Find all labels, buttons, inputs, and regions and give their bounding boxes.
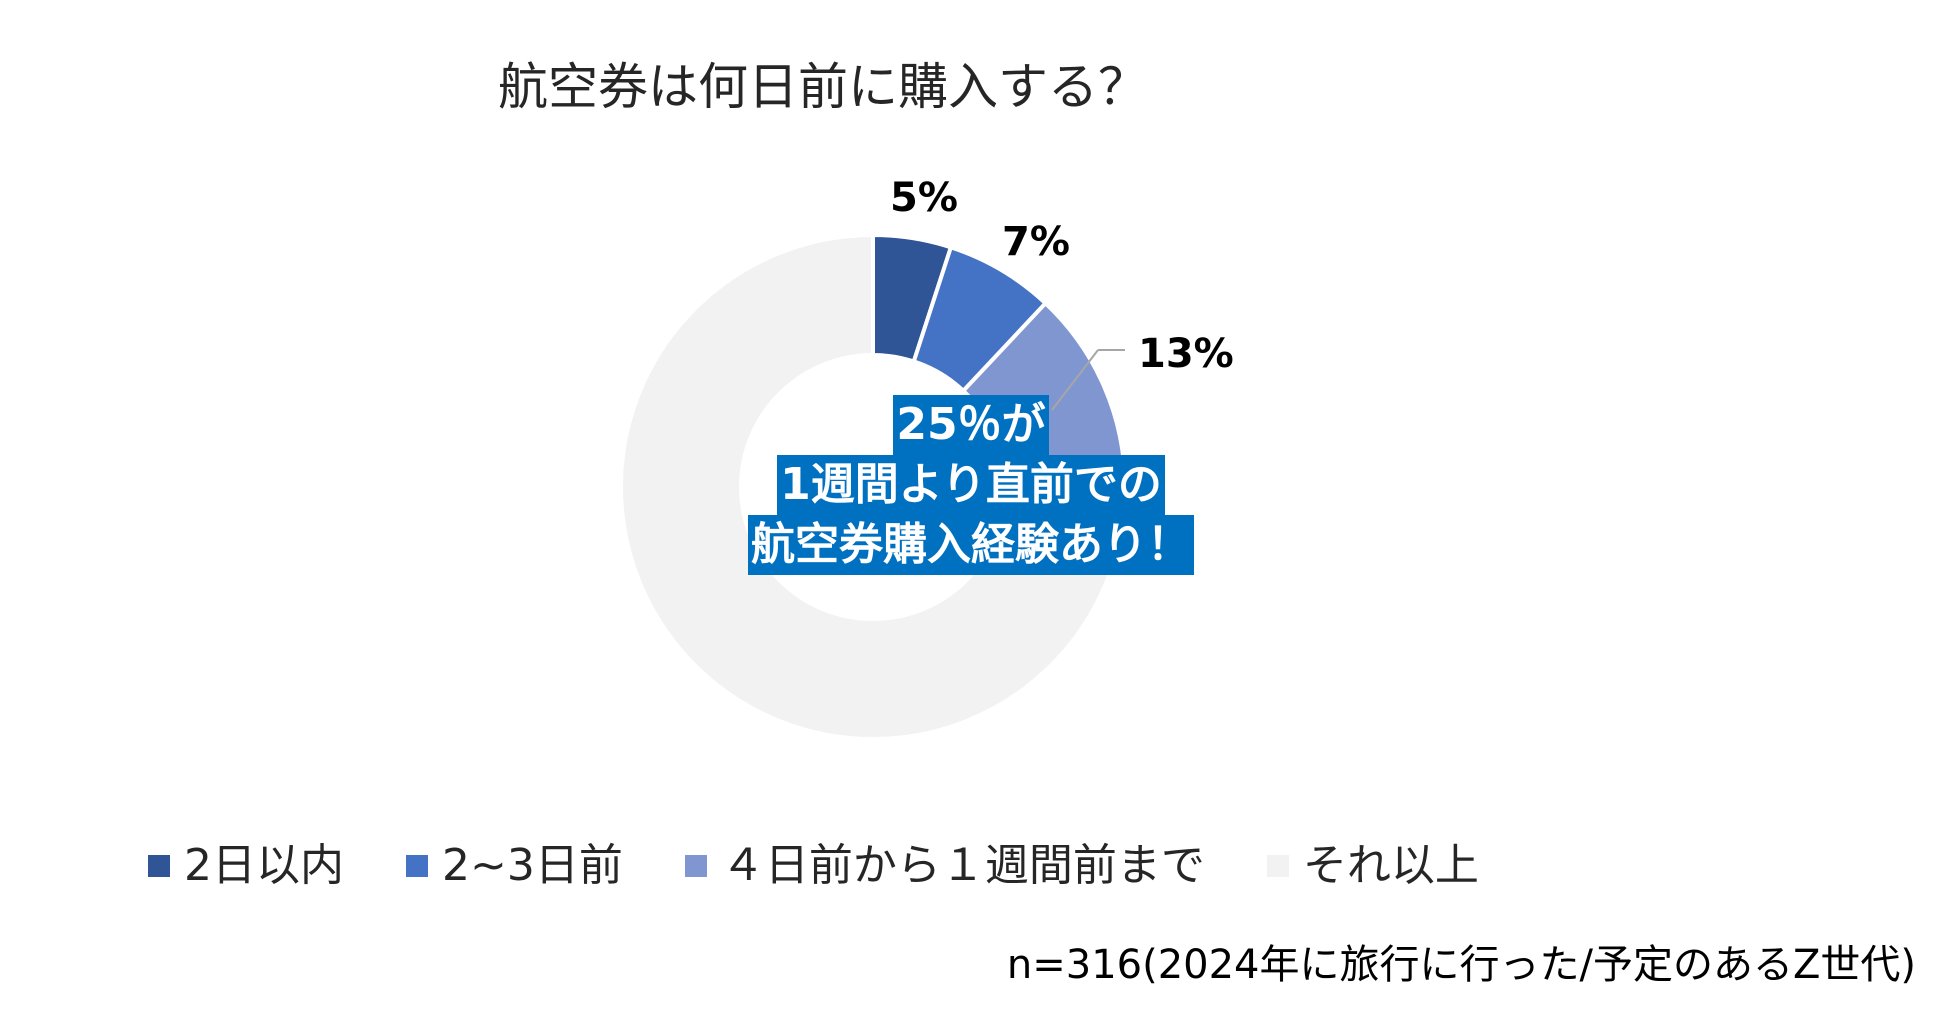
legend-label-2-3days: 2~3日前: [442, 840, 623, 891]
legend-item-2-3days: 2~3日前: [406, 838, 623, 894]
legend-item-2days: 2日以内: [148, 838, 344, 894]
data-label-2-3days: 7%: [1002, 219, 1070, 265]
slice-more: [619, 232, 1128, 741]
leader-line: [1051, 349, 1099, 411]
legend-item-4days-1week: ４日前から１週間前まで: [684, 838, 1205, 894]
callout-line-1: 25％が: [893, 395, 1049, 455]
legend-label-4days-1week: ４日前から１週間前まで: [720, 840, 1205, 891]
legend-swatch-2-3days: [406, 855, 428, 877]
legend-swatch-2days: [148, 855, 170, 877]
legend-swatch-4days-1week: [684, 855, 707, 877]
footnote: n=316(2024年に旅行に行った/予定のあるZ世代): [1006, 942, 1916, 988]
legend-item-more: それ以上: [1266, 838, 1479, 894]
chart-title: 航空券は何日前に購入する？: [498, 58, 1148, 116]
legend-label-more: それ以上: [1302, 840, 1479, 891]
callout-line-3: 航空券購入経験あり！: [748, 515, 1194, 575]
legend-swatch-more: [1266, 855, 1289, 877]
legend-label-2days: 2日以内: [184, 840, 344, 891]
legend: 2日以内 2~3日前 ４日前から１週間前まで それ以上: [148, 838, 1541, 894]
data-label-4days-1week: 13%: [1138, 331, 1234, 377]
callout-box: 25％が 1週間より直前での 航空券購入経験あり！: [0, 395, 1950, 575]
data-label-2days: 5%: [890, 175, 958, 221]
callout-line-2: 1週間より直前での: [777, 455, 1165, 515]
